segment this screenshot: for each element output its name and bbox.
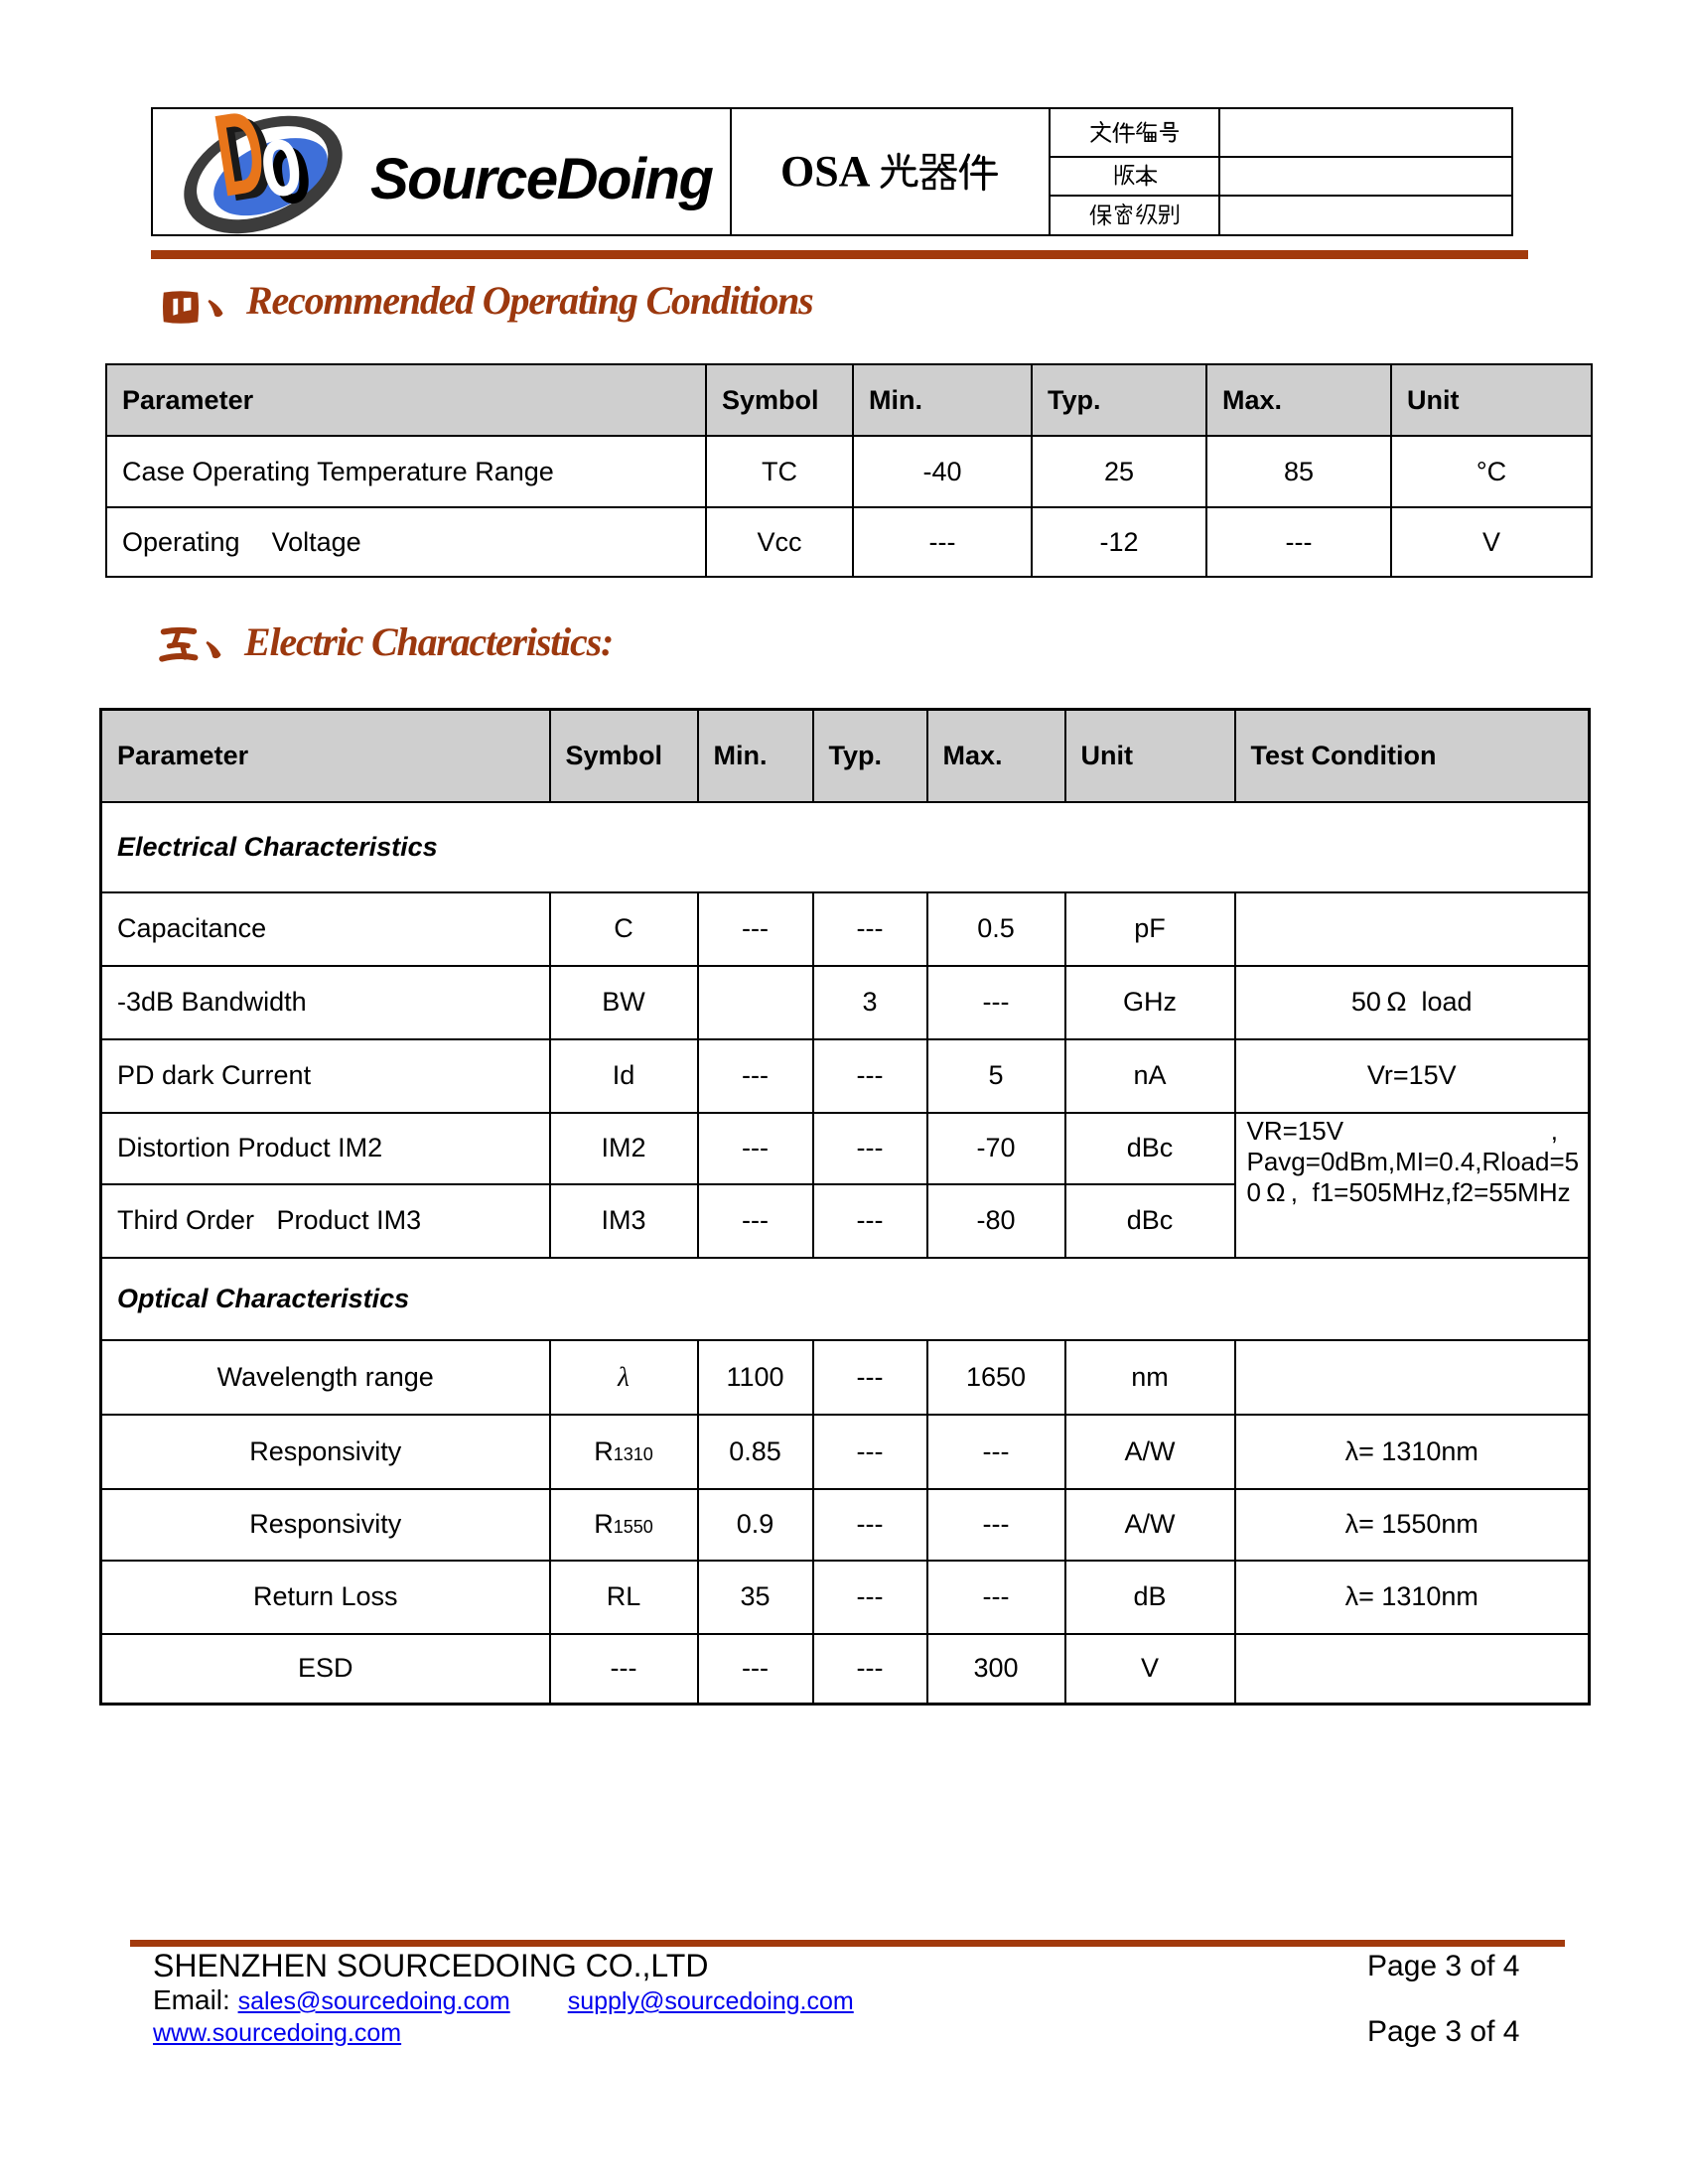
svg-text:SourceDoing: SourceDoing bbox=[370, 147, 713, 211]
